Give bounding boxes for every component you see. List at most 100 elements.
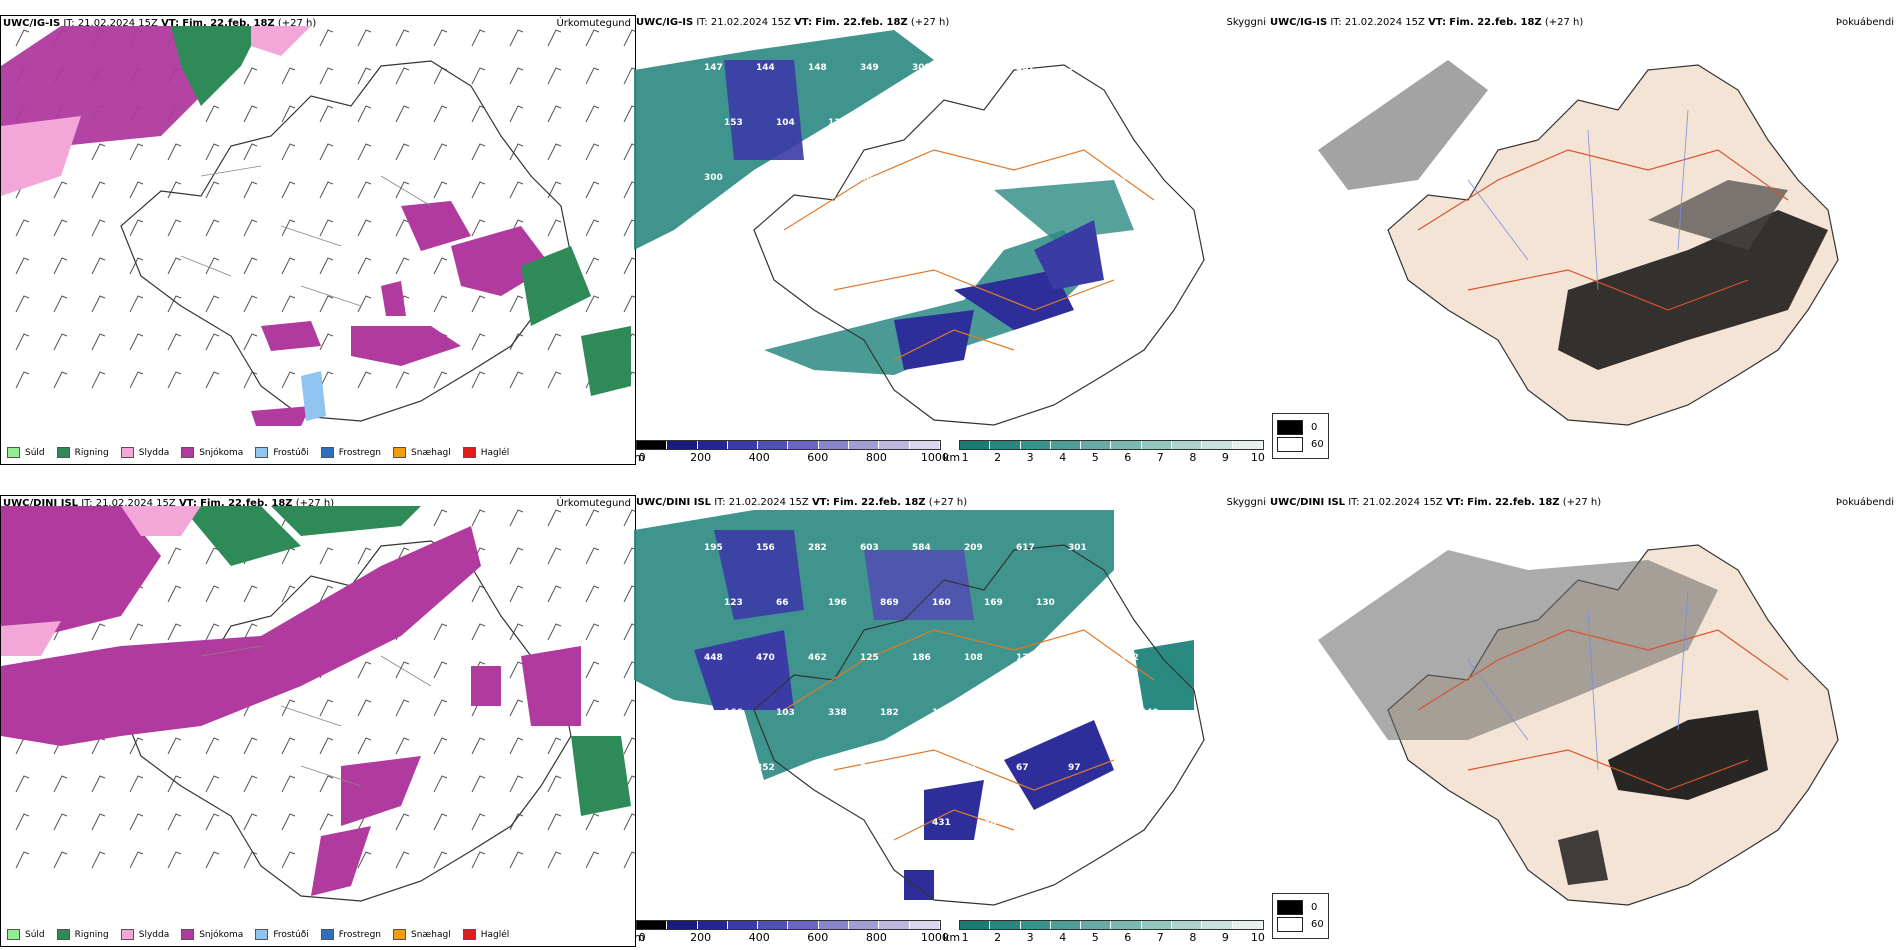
ceiling-value-label: 103 (776, 708, 795, 718)
colorbar-tick: 0 (638, 451, 646, 463)
ceiling-value-label: 148 (880, 118, 899, 128)
colorbar-segment (788, 921, 819, 929)
wind-barb (319, 295, 334, 313)
ceiling-value-label: 70 (1016, 173, 1029, 183)
wind-barb (471, 105, 486, 123)
ceiling-value-label: 599 (1088, 708, 1107, 718)
legend-label: Snæhagl (411, 929, 451, 940)
ceiling-value-label: 584 (912, 543, 931, 553)
wind-barb (357, 143, 372, 161)
legend-swatch (320, 447, 334, 458)
legend-item: Snæhagl (393, 929, 451, 940)
ceiling-value-label: 585 (1068, 63, 1087, 73)
ceiling-value-label: 619 (984, 118, 1003, 128)
ceiling-value-label: 470 (756, 653, 775, 663)
wind-barb (167, 295, 182, 313)
legend-label: Haglél (480, 929, 510, 940)
wind-barb (585, 623, 600, 641)
legend-item: Rigning (56, 447, 109, 458)
wind-barb (91, 775, 106, 793)
wind-barb (91, 257, 106, 275)
wind-barb (585, 257, 600, 275)
wind-barb (319, 29, 334, 47)
legend-item: Frostregn (320, 929, 381, 940)
wind-barb (243, 371, 258, 389)
wind-barb (623, 219, 635, 237)
wind-barb (547, 67, 562, 85)
legend-label: Slydda (138, 929, 170, 940)
colorbar-segment (909, 921, 940, 929)
colorbar-segment (667, 441, 698, 449)
wind-barb (129, 371, 144, 389)
colorbar-tick: 600 (807, 451, 829, 463)
wind-barb (53, 257, 68, 275)
ceiling-value-label: 160 (932, 598, 951, 608)
colorbar-tick: 800 (865, 451, 887, 463)
wind-barb (585, 661, 600, 679)
wind-barb (357, 851, 372, 869)
wind-barb (243, 333, 258, 351)
wind-barb (585, 699, 600, 717)
ceiling-value-label: 76 (724, 818, 737, 828)
wind-barb (585, 29, 600, 47)
wind-barb (167, 547, 182, 565)
wind-barb (471, 623, 486, 641)
ceiling-value-label: 113 (1088, 598, 1107, 608)
wind-barb (15, 295, 30, 313)
colorbar-tick: 5 (1091, 451, 1099, 463)
ceiling-value-label: 48 (984, 818, 997, 828)
ceiling-map: 147 144 148 349 309 203 287 585 331 153 104 130 148 1… (634, 30, 1205, 426)
ceiling-vis-panel-top: UWC/IG-IS IT: 21.02.2024 15Z VT: Fim. 22… (634, 15, 1268, 463)
wind-barb (243, 585, 258, 603)
wind-barb (319, 371, 334, 389)
wind-barb (357, 371, 372, 389)
precip-legend: Súld Rigning Slydda Snjókoma Frostúði Frostre… (7, 447, 521, 458)
legend-label: Rigning (74, 929, 109, 940)
colorbar-tick: 400 (748, 451, 770, 463)
wind-barb (623, 547, 635, 565)
panel-title: Skyggni (1226, 497, 1266, 508)
wind-barb (281, 181, 296, 199)
precip-legend: Súld Rigning Slydda Snjókoma Frostúði Frostre… (7, 929, 521, 940)
wind-barb (91, 143, 106, 161)
wind-barb (205, 333, 220, 351)
wind-barb (53, 851, 68, 869)
wind-barb (91, 181, 106, 199)
ceiling-value-label: 349 (860, 63, 879, 73)
ceiling-value-label: 147 (704, 63, 723, 73)
wind-barb (433, 775, 448, 793)
wind-barb (547, 371, 562, 389)
wind-barb (433, 257, 448, 275)
ceiling-value-label: 196 (828, 598, 847, 608)
wind-barb (471, 813, 486, 831)
ceiling-value-label: 148 (808, 63, 827, 73)
colorbar-segment (849, 441, 880, 449)
wind-barb (167, 257, 182, 275)
ceiling-value-label: 166 (724, 708, 743, 718)
ceiling-value-label: 108 (964, 653, 983, 663)
wind-barb (585, 585, 600, 603)
wind-barb (281, 105, 296, 123)
colorbar-segment (1232, 441, 1263, 449)
wind-barb (623, 143, 635, 161)
wind-barb (471, 29, 486, 47)
wind-barb (205, 547, 220, 565)
wind-barb (167, 143, 182, 161)
ceiling-vis-panel-bottom: UWC/DINI ISL IT: 21.02.2024 15Z VT: Fim.… (634, 495, 1268, 945)
ceiling-value-label: 331 (1120, 63, 1139, 73)
panel-title: Úrkomutegund (556, 18, 631, 29)
wind-barb (281, 143, 296, 161)
legend-swatch (320, 929, 334, 940)
fog-legend-label: 60 (1311, 439, 1324, 450)
ceiling-value-label: 123 (724, 598, 743, 608)
wind-barb (547, 509, 562, 527)
wind-barb (585, 143, 600, 161)
legend-item: Slydda (120, 447, 169, 458)
wind-barb (205, 851, 220, 869)
ceiling-value-label: 253 (1140, 598, 1159, 608)
ceiling-value-label: 617 (1016, 543, 1035, 553)
wind-barb (319, 585, 334, 603)
wind-barb (53, 371, 68, 389)
wind-barb (623, 29, 635, 47)
wind-barb (471, 67, 486, 85)
